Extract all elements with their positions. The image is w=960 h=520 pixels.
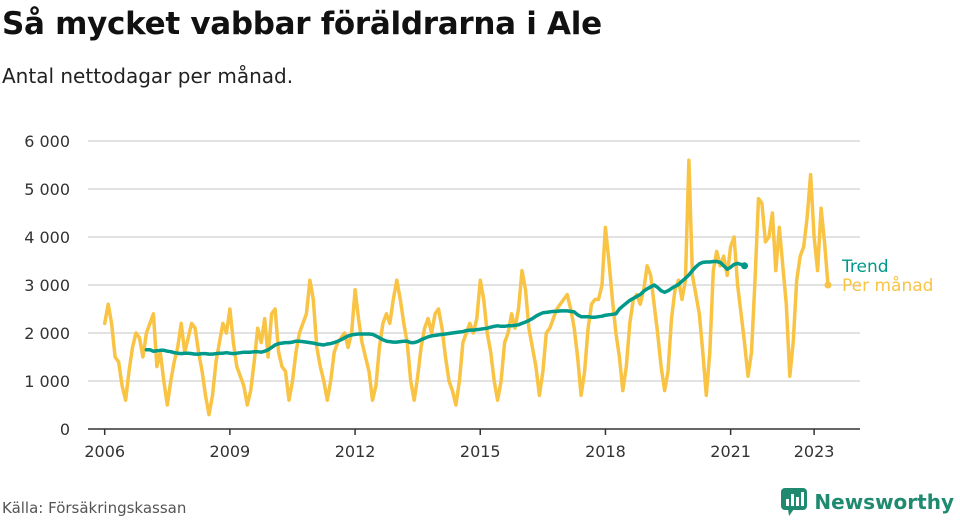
x-tick-label: 2021 [710,442,751,461]
grid-lines [88,140,860,382]
y-tick-label: 6 000 [24,132,70,151]
y-tick-label: 2 000 [24,324,70,343]
y-tick-label: 1 000 [24,372,70,391]
chart-title: Så mycket vabbar föräldrarna i Ale [2,6,602,42]
chart-subtitle: Antal nettodagar per månad. [2,64,294,88]
monthly-line [102,158,830,417]
x-tick-label: 2023 [794,442,835,461]
brand-name: Newsworthy [814,490,954,514]
y-tick-label: 0 [60,420,70,439]
trend-line [144,259,747,356]
trend-label: Trend [841,257,889,277]
source-note: Källa: Försäkringskassan [2,499,187,517]
x-tick-label: 2009 [210,442,251,461]
trend-end-point [741,262,749,270]
series-lines [102,158,832,417]
x-axis-ticks: 2006 2009 2012 2015 2018 2021 2023 [84,429,834,461]
y-tick-label: 5 000 [24,180,70,199]
x-tick-label: 2018 [585,442,626,461]
brand[interactable]: Newsworthy [780,487,954,517]
x-tick-label: 2012 [335,442,376,461]
x-tick-label: 2015 [460,442,501,461]
monthly-label: Per månad [842,275,933,296]
bar-chart-speech-bubble-icon [781,488,808,516]
monthly-end-point [824,281,832,289]
y-axis-ticks: 0 1 000 2 000 3 000 4 000 5 000 6 000 [24,132,70,439]
y-tick-label: 4 000 [24,228,70,247]
y-tick-label: 3 000 [24,276,70,295]
x-tick-label: 2006 [84,442,125,461]
